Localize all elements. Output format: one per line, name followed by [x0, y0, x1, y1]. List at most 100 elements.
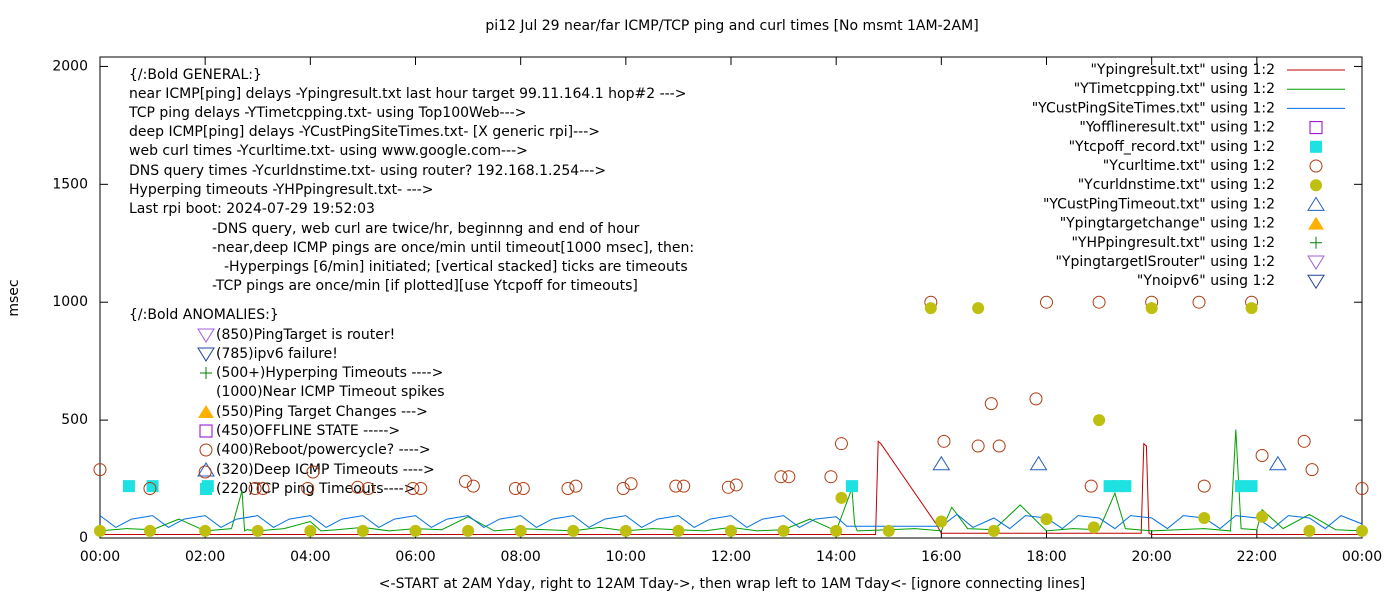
data-point	[830, 524, 843, 537]
data-point	[508, 481, 522, 495]
data-point	[616, 481, 630, 495]
series-line	[99, 429, 1363, 532]
data-point	[301, 481, 315, 495]
data-point	[561, 481, 575, 495]
data-point	[882, 524, 895, 537]
data-point	[251, 524, 264, 537]
data-point	[304, 524, 317, 537]
annotation: -near,deep ICMP pings are once/min until…	[212, 240, 694, 256]
annotation: (785)ipv6 failure!	[216, 346, 338, 362]
data-point	[1192, 295, 1206, 309]
annotation: near ICMP[ping] delays -Ypingresult.txt …	[129, 86, 686, 102]
annotation-icon	[200, 367, 212, 379]
legend-swatch	[1307, 274, 1325, 290]
legend-label: "YCustPingSiteTimes.txt" using 1:2	[1032, 100, 1275, 116]
legend-swatch	[1307, 196, 1325, 211]
data-point	[514, 524, 527, 537]
annotation-icon	[197, 347, 215, 362]
legend-label: "Ycurldnstime.txt" using 1:2	[1078, 177, 1275, 193]
annotation: -Hyperpings [6/min] initiated; [vertical…	[224, 259, 688, 275]
data-point	[1092, 295, 1106, 309]
legend-swatch	[1310, 236, 1322, 249]
data-point	[409, 524, 422, 537]
annotation-icon	[199, 443, 213, 457]
data-point	[1145, 302, 1158, 315]
data-point	[725, 524, 737, 537]
x-tick-label: 20:00	[1131, 549, 1171, 565]
data-point	[516, 481, 530, 495]
data-point	[1245, 480, 1258, 493]
data-point	[972, 302, 985, 315]
annotation: (450)OFFLINE STATE ----->	[216, 423, 400, 439]
annotation: Last rpi boot: 2024-07-29 19:52:03	[129, 201, 375, 217]
data-point	[122, 480, 135, 493]
series-line	[100, 440, 1362, 535]
data-point	[198, 465, 212, 479]
data-point	[1256, 510, 1269, 523]
data-point	[1029, 455, 1048, 471]
annotation: -DNS query, web curl are twice/hr, begin…	[212, 221, 640, 237]
data-point	[1029, 392, 1043, 406]
data-point	[1119, 480, 1132, 493]
data-point	[1198, 511, 1211, 524]
y-tick-label: 1000	[52, 294, 88, 310]
data-point	[1356, 524, 1368, 537]
data-point	[569, 479, 583, 493]
y-tick-label: 1500	[52, 176, 88, 192]
data-point	[1303, 524, 1316, 537]
data-point	[1255, 448, 1269, 462]
x-tick-label: 12:00	[711, 549, 751, 565]
data-point	[782, 470, 796, 484]
series-line	[99, 513, 1363, 530]
data-point	[774, 470, 788, 484]
data-point	[729, 478, 743, 492]
legend-label: "YCustPingTimeout.txt" using 1:2	[1043, 196, 1275, 212]
legend-label: "Ynoipv6" using 1:2	[1137, 273, 1275, 289]
y-tick-label: 500	[61, 412, 88, 428]
legend-swatch	[1310, 140, 1322, 153]
annotation: -TCP pings are once/min [if plotted][use…	[212, 278, 638, 294]
y-tick-label: 0	[79, 530, 88, 546]
data-point	[1084, 479, 1098, 493]
legend-label: "Ycurltime.txt" using 1:2	[1103, 158, 1275, 174]
x-tick-label: 18:00	[1026, 549, 1066, 565]
data-point	[1235, 480, 1248, 493]
data-point	[835, 491, 848, 504]
annotation: {/:Bold ANOMALIES:}	[129, 307, 279, 323]
data-point	[984, 397, 998, 411]
data-point	[824, 470, 838, 484]
annotation-icon	[198, 405, 214, 418]
x-tick-label: 08:00	[500, 549, 540, 565]
annotation: (220)TCP ping Timeouts---->	[216, 481, 415, 497]
annotation: Hyperping timeouts -YHPpingresult.txt- -…	[129, 182, 434, 198]
data-point	[987, 524, 1000, 537]
data-point	[937, 434, 951, 448]
data-point	[619, 524, 632, 537]
data-point	[1040, 513, 1053, 526]
data-point	[256, 481, 270, 495]
chart-title: pi12 Jul 29 near/far ICMP/TCP ping and c…	[485, 18, 978, 34]
data-point	[1093, 414, 1106, 427]
data-point	[1197, 479, 1211, 493]
annotation: deep ICMP[ping] delays -YCustPingSiteTim…	[129, 124, 600, 140]
annotation-icon	[199, 424, 213, 438]
data-point	[146, 480, 159, 493]
annotation: TCP ping delays -YTimetcpping.txt- using…	[128, 105, 526, 121]
data-point	[669, 479, 683, 493]
data-point	[672, 524, 685, 537]
data-point	[1245, 302, 1258, 315]
x-tick-label: 00:00	[1342, 549, 1382, 565]
data-point	[93, 463, 107, 477]
y-axis-label: msec	[6, 279, 22, 316]
data-point	[462, 524, 475, 537]
data-point	[1355, 481, 1369, 495]
x-tick-label: 06:00	[395, 549, 435, 565]
x-axis-label: <-START at 2AM Yday, right to 12AM Tday-…	[379, 576, 1085, 592]
data-point	[248, 481, 262, 495]
data-point	[845, 480, 858, 493]
data-point	[624, 477, 638, 491]
annotation: (1000)Near ICMP Timeout spikes	[216, 384, 445, 400]
data-point	[466, 479, 480, 493]
data-point	[935, 515, 948, 528]
